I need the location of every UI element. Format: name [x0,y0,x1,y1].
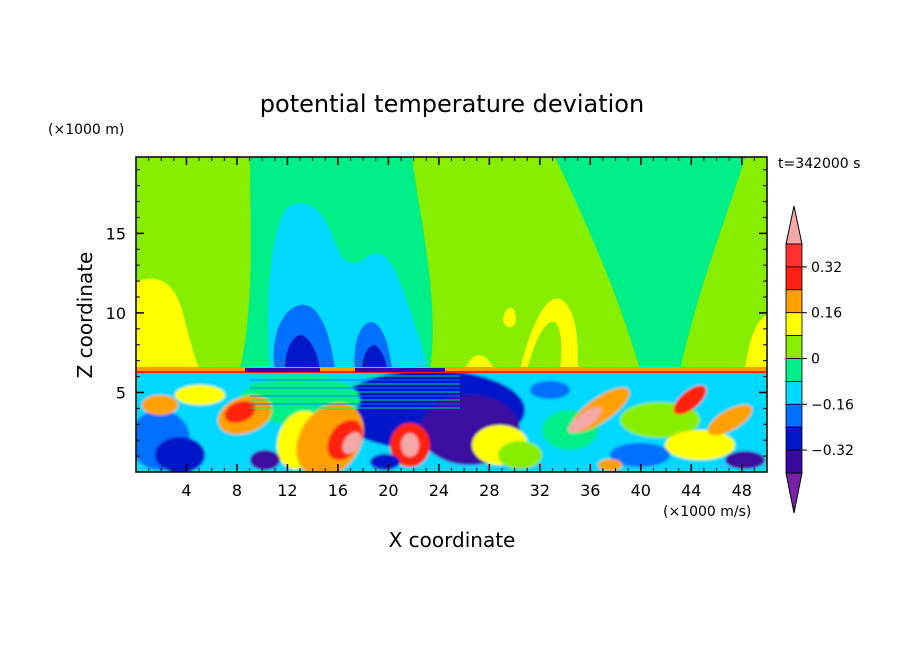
x-tick-label: 12 [277,481,297,500]
y-tick-label: 10 [106,304,126,323]
y-tick-label: 15 [106,224,126,243]
y-axis-label: Z coordinate [73,252,97,379]
colorbar-swatch [785,426,803,451]
x-tick-label: 36 [580,481,600,500]
colorbar-swatch [785,266,803,291]
x-tick-label: 20 [378,481,398,500]
colorbar-tick-label: −0.16 [811,397,854,413]
x-axis: 4 8 12 16 20 24 28 32 36 40 44 48 [148,157,755,500]
colorbar-swatch [785,289,803,314]
colorbar-tick-label: −0.32 [811,443,854,459]
x-tick-label: 28 [479,481,499,500]
contour-field [136,157,767,472]
colorbar-swatch [785,243,803,268]
colorbar-swatch [785,358,803,382]
colorbar-swatch [785,335,803,359]
colorbar-swatch [785,449,803,474]
time-label: t=342000 s [778,156,860,172]
colorbar-min-arrow [785,472,803,514]
y-unit-label: (×1000 m) [48,122,124,138]
x-tick-label: 48 [732,481,752,500]
x-unit-label: (×1000 m/s) [663,504,751,520]
colorbar-tick-label: 0 [811,352,820,368]
x-tick-label: 44 [681,481,701,500]
y-tick-label: 5 [116,383,126,402]
x-tick-label: 24 [429,481,449,500]
x-tick-label: 4 [181,481,191,500]
colorbar-tick-label: 0.16 [811,306,842,322]
x-tick-label: 40 [631,481,651,500]
x-tick-label: 8 [232,481,242,500]
y-axis: 5 10 15 [106,169,767,457]
x-tick-label: 32 [530,481,550,500]
colorbar-swatch [785,403,803,428]
colorbar-swatch [785,380,803,405]
chart-title: potential temperature deviation [260,90,644,118]
x-tick-label: 16 [328,481,348,500]
colorbar-swatch [785,312,803,337]
colorbar-max-arrow [785,205,803,245]
colorbar: 0.32 0.16 0 −0.16 −0.32 [785,205,854,514]
x-axis-label: X coordinate [389,528,516,552]
colorbar-tick-label: 0.32 [811,260,842,276]
